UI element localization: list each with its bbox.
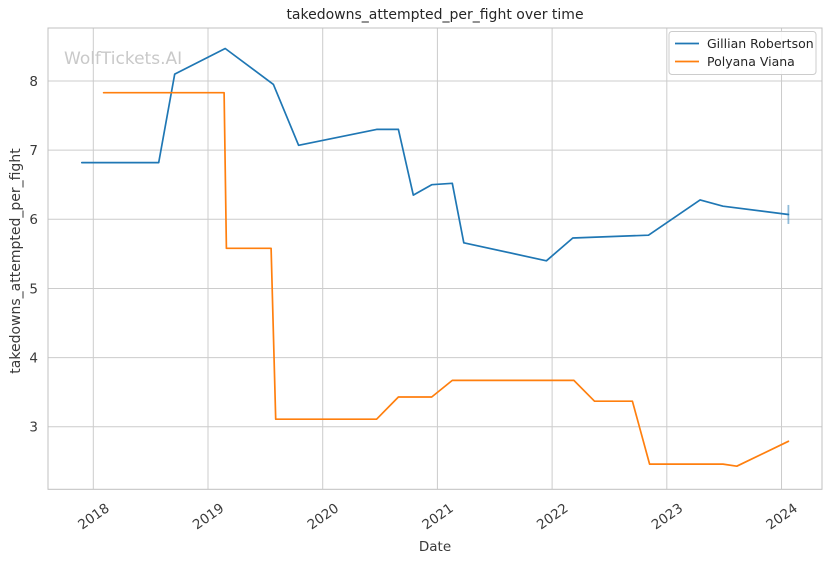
chart-title: takedowns_attempted_per_fight over time bbox=[286, 7, 583, 23]
y-tick-label: 5 bbox=[29, 281, 38, 297]
x-axis-label: Date bbox=[419, 539, 451, 555]
x-tick-label: 2018 bbox=[75, 500, 112, 533]
x-tick-label: 2019 bbox=[190, 500, 227, 533]
y-tick-label: 4 bbox=[29, 350, 38, 366]
y-tick-label: 6 bbox=[29, 212, 38, 228]
legend-label-gillian-robertson: Gillian Robertson bbox=[707, 36, 814, 51]
y-axis-label: takedowns_attempted_per_fight bbox=[8, 148, 24, 374]
x-tick-label: 2020 bbox=[305, 500, 342, 533]
x-tick-label: 2023 bbox=[649, 500, 686, 533]
legend: Gillian Robertson Polyana Viana bbox=[668, 31, 817, 75]
y-tick-label: 7 bbox=[29, 143, 38, 159]
x-tick-label: 2024 bbox=[763, 500, 800, 533]
series-line-gillian-robertson bbox=[80, 47, 790, 262]
x-tick-label: 2021 bbox=[419, 500, 456, 533]
y-tick-label: 3 bbox=[29, 420, 38, 436]
watermark: WolfTickets.AI bbox=[64, 49, 182, 69]
legend-label-polyana-viana: Polyana Viana bbox=[707, 54, 795, 69]
gridlines bbox=[48, 28, 822, 490]
y-axis-tick-labels: 3 4 5 6 7 8 bbox=[29, 74, 38, 436]
series-group bbox=[80, 47, 790, 468]
legend-box bbox=[668, 31, 817, 75]
plot-border bbox=[47, 27, 823, 490]
x-axis-tick-labels: 2018 2019 2020 2021 2022 2023 2024 bbox=[75, 500, 801, 533]
series-line-polyana-viana bbox=[102, 91, 790, 468]
x-tick-label: 2022 bbox=[534, 500, 571, 533]
y-tick-label: 8 bbox=[29, 74, 38, 90]
